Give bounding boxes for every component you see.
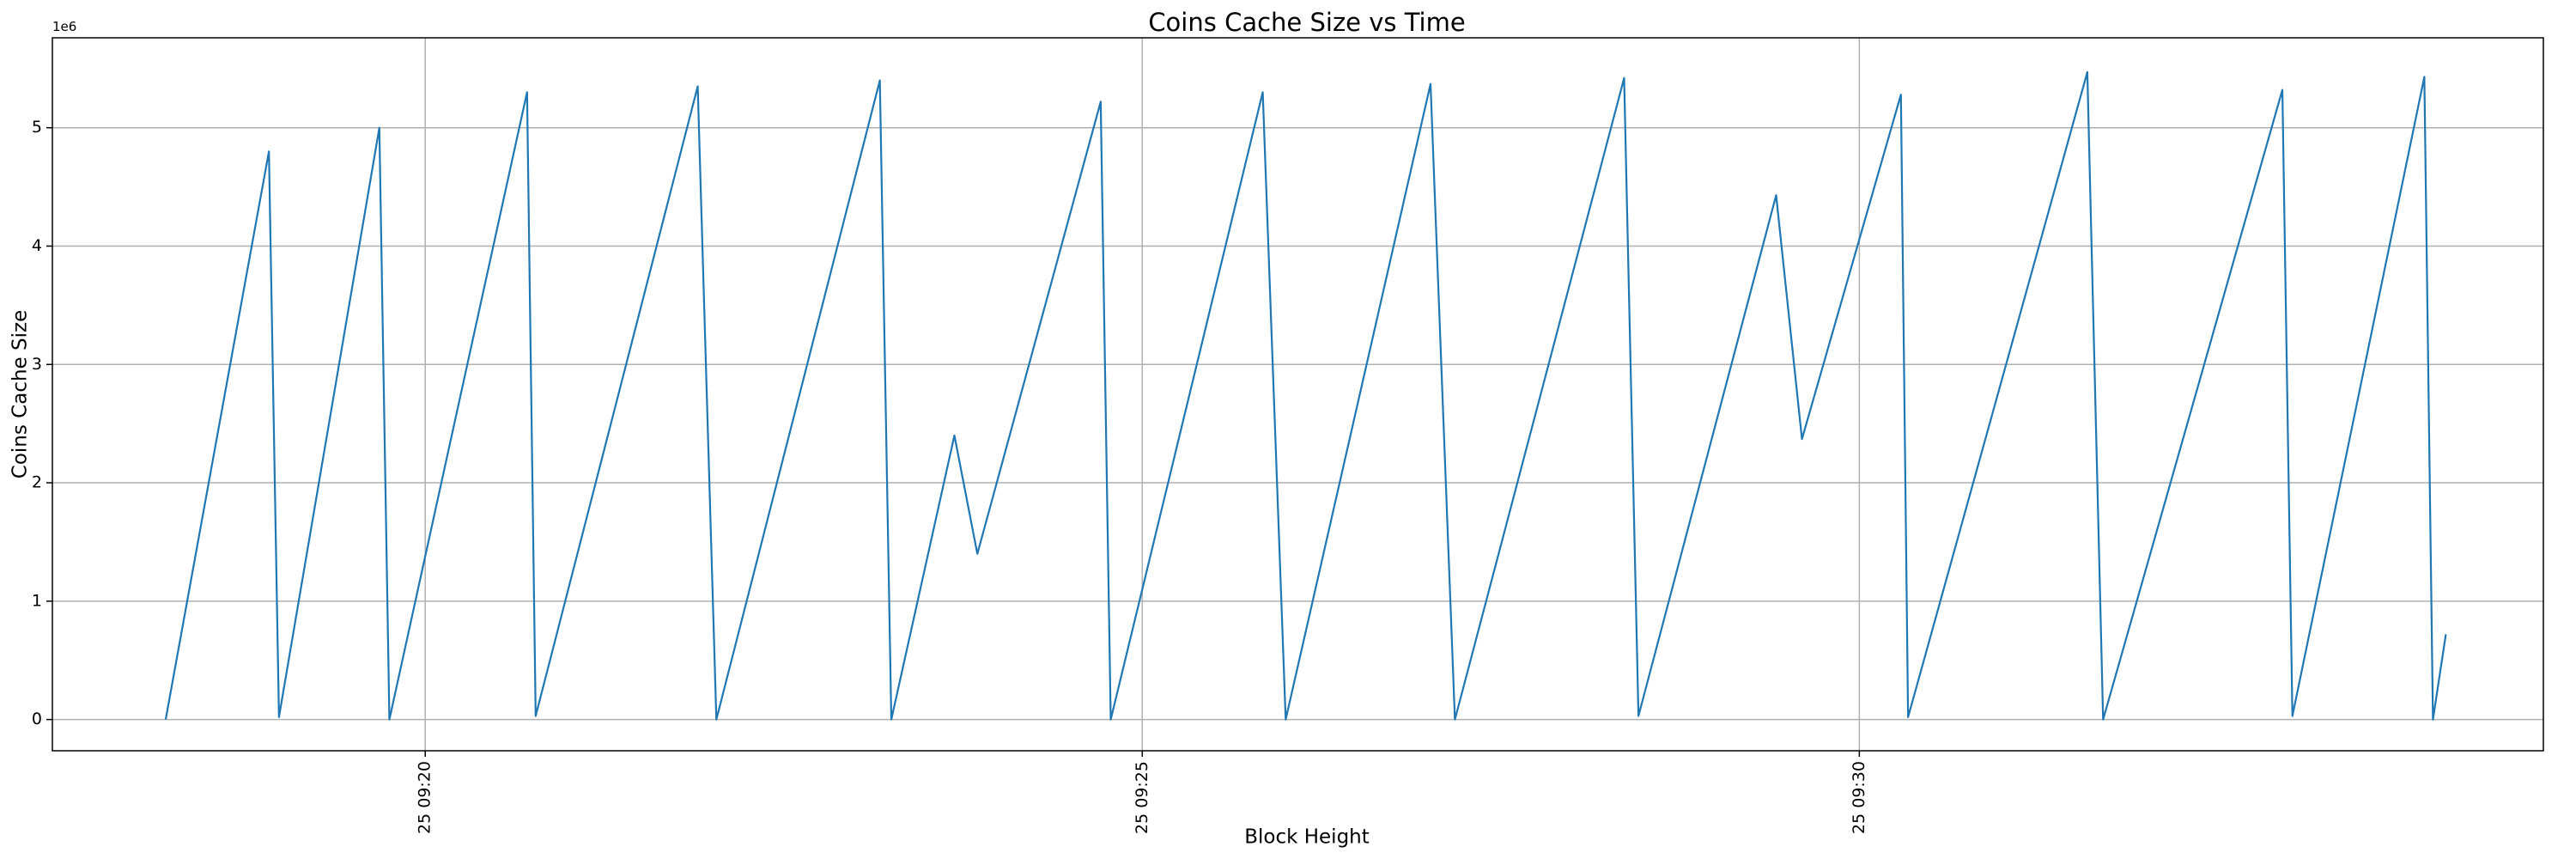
x-axis-label: Block Height [1244, 826, 1370, 849]
x-tick-label: 25 09:20 [416, 761, 434, 834]
y-tick-label: 1 [32, 591, 42, 610]
y-tick-label: 4 [32, 236, 42, 255]
x-tick-label: 25 09:30 [1850, 761, 1868, 834]
y-tick-label: 3 [32, 355, 42, 374]
y-axis-label: Coins Cache Size [9, 310, 32, 478]
chart-title: Coins Cache Size vs Time [1148, 8, 1465, 37]
x-tick-label: 25 09:25 [1133, 761, 1151, 834]
y-offset-label: 1e6 [52, 19, 76, 34]
y-tick-label: 5 [32, 118, 42, 137]
plot-frame [52, 37, 2544, 752]
data-line [164, 70, 2447, 721]
y-tick-label: 2 [32, 473, 42, 492]
y-tick-label: 0 [32, 710, 42, 728]
